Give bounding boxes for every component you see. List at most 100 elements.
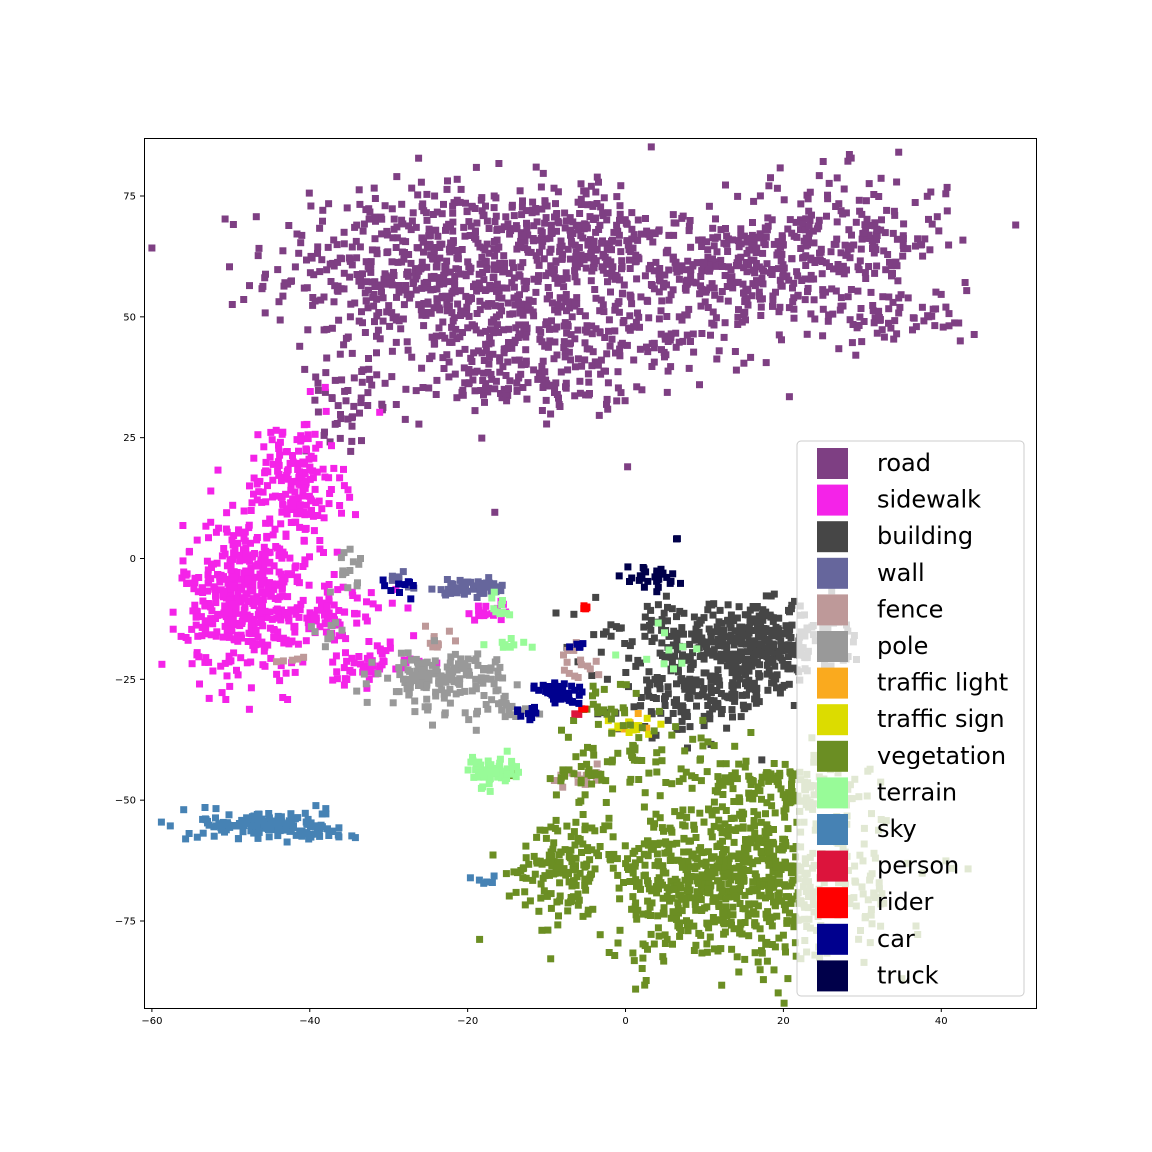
data-point (510, 339, 518, 347)
data-point (712, 806, 720, 814)
data-point (557, 774, 565, 782)
data-point (775, 614, 783, 622)
data-point (396, 589, 403, 596)
data-point (322, 407, 330, 415)
data-point (330, 298, 338, 306)
data-point (543, 341, 551, 349)
data-point (685, 692, 693, 700)
data-point (659, 867, 667, 875)
data-point (562, 383, 569, 391)
data-point (348, 832, 356, 840)
data-point (251, 816, 259, 824)
data-point (399, 664, 407, 672)
data-point (234, 539, 242, 547)
data-point (704, 702, 712, 709)
data-point (815, 216, 823, 224)
data-point (673, 909, 681, 917)
data-point (697, 755, 704, 763)
series-sky (157, 802, 498, 887)
data-point (931, 322, 939, 330)
data-point (888, 272, 895, 280)
data-point (895, 294, 903, 302)
data-point (763, 914, 771, 922)
data-point (559, 767, 567, 775)
data-point (734, 313, 742, 321)
data-point (216, 578, 224, 586)
data-point (788, 776, 796, 783)
data-point (226, 585, 234, 593)
data-point (295, 447, 302, 455)
data-point (805, 229, 813, 237)
data-point (452, 690, 460, 698)
data-point (346, 545, 354, 553)
data-point (210, 583, 218, 591)
data-point (542, 859, 550, 867)
data-point (508, 201, 516, 209)
data-point (195, 653, 203, 661)
data-point (522, 333, 530, 341)
data-point (305, 581, 313, 589)
data-point (622, 681, 630, 689)
data-point (329, 658, 337, 666)
data-point (737, 232, 745, 239)
data-point (340, 285, 348, 293)
data-point (489, 851, 497, 859)
data-point (335, 632, 343, 640)
data-point (477, 329, 484, 337)
data-point (729, 911, 737, 919)
data-point (744, 624, 752, 632)
data-point (689, 649, 696, 657)
data-point (395, 664, 403, 672)
data-point (423, 263, 431, 271)
data-point (348, 654, 356, 662)
data-point (346, 493, 354, 501)
data-point (705, 600, 713, 608)
data-point (712, 215, 719, 223)
data-point (342, 569, 350, 576)
data-point (415, 267, 423, 275)
data-point (574, 198, 582, 206)
data-point (747, 729, 755, 736)
data-point (266, 453, 274, 461)
data-point (683, 276, 691, 284)
data-point (289, 495, 297, 503)
data-point (680, 848, 688, 856)
data-point (640, 840, 648, 848)
data-point (729, 683, 737, 690)
data-point (457, 312, 464, 319)
data-point (576, 377, 584, 385)
data-point (415, 682, 422, 689)
data-point (559, 686, 567, 694)
data-point (183, 570, 191, 578)
data-point (443, 663, 451, 671)
data-point (316, 537, 324, 544)
data-point (523, 224, 531, 232)
data-point (856, 257, 864, 265)
data-point (191, 574, 199, 582)
data-point (704, 304, 712, 311)
data-point (373, 642, 381, 650)
data-point (340, 681, 348, 689)
data-point (403, 338, 411, 346)
data-point (322, 805, 330, 813)
data-point (839, 210, 847, 218)
data-point (755, 288, 763, 296)
data-point (228, 301, 236, 308)
data-point (643, 676, 651, 684)
data-point (663, 892, 671, 900)
data-point (660, 957, 668, 965)
data-point (751, 919, 759, 927)
data-point (502, 870, 510, 878)
data-point (228, 626, 236, 634)
data-point (343, 204, 351, 212)
data-point (670, 665, 677, 673)
data-point (261, 309, 269, 317)
data-point (510, 264, 517, 272)
data-point (697, 859, 705, 867)
data-point (600, 308, 608, 316)
data-point (560, 680, 568, 688)
data-point (269, 460, 277, 468)
data-point (406, 683, 414, 691)
data-point (715, 858, 723, 866)
data-point (320, 514, 328, 522)
